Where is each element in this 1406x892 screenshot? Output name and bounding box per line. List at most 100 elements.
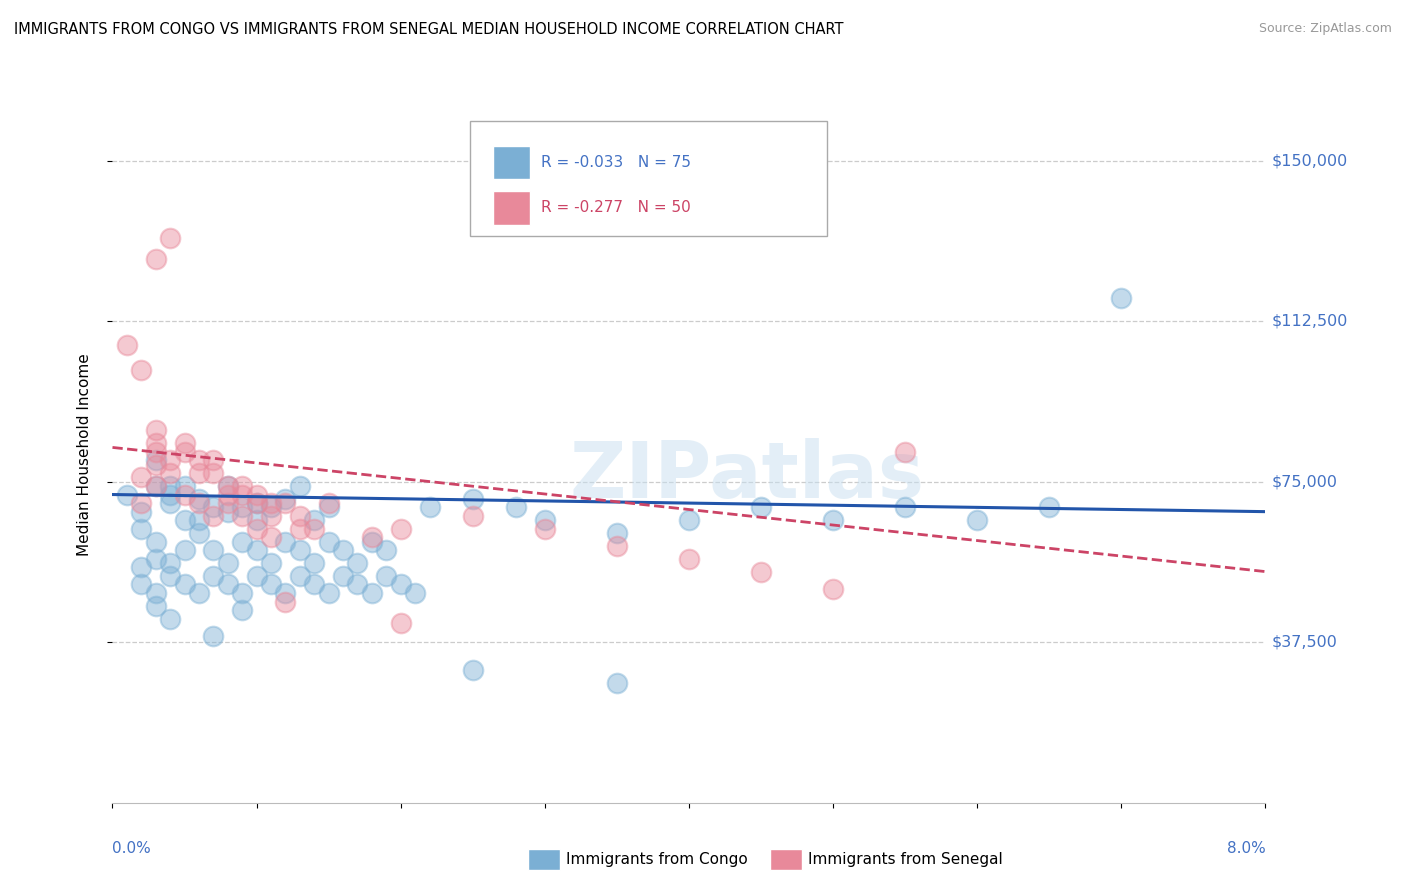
Point (145, 423, 167, 437)
Point (318, 586, 340, 600)
Point (821, 513, 844, 527)
Point (461, 663, 484, 677)
Text: $112,500: $112,500 (1271, 314, 1347, 328)
Point (231, 534, 253, 549)
Point (749, 565, 772, 579)
Point (821, 582, 844, 596)
Point (274, 594, 297, 608)
Point (173, 487, 195, 501)
Bar (769, 849, 801, 871)
Point (894, 444, 917, 458)
Point (231, 603, 253, 617)
Point (260, 508, 283, 523)
Point (606, 539, 628, 553)
Text: 8.0%: 8.0% (1226, 841, 1265, 856)
Point (159, 230, 181, 244)
Point (288, 508, 311, 523)
Point (145, 436, 167, 450)
Point (360, 530, 382, 544)
Point (173, 479, 195, 493)
Point (245, 513, 267, 527)
Point (461, 491, 484, 506)
Point (231, 508, 253, 523)
FancyBboxPatch shape (470, 121, 827, 235)
Point (260, 500, 283, 515)
Text: $75,000: $75,000 (1271, 475, 1337, 489)
Point (145, 453, 167, 467)
Point (304, 522, 326, 536)
Text: ZIPatlas: ZIPatlas (569, 438, 924, 514)
Point (245, 569, 267, 583)
Point (145, 479, 167, 493)
Point (274, 534, 297, 549)
Point (159, 496, 181, 510)
Point (217, 556, 239, 570)
Point (217, 496, 239, 510)
Point (145, 252, 167, 266)
Text: IMMIGRANTS FROM CONGO VS IMMIGRANTS FROM SENEGAL MEDIAN HOUSEHOLD INCOME CORRELA: IMMIGRANTS FROM CONGO VS IMMIGRANTS FROM… (14, 22, 844, 37)
Point (159, 569, 181, 583)
Point (389, 615, 412, 630)
Point (173, 577, 195, 591)
Point (404, 586, 426, 600)
Text: $37,500: $37,500 (1271, 635, 1337, 649)
Point (245, 487, 267, 501)
Point (966, 513, 988, 527)
Bar (527, 849, 560, 871)
Point (231, 487, 253, 501)
Point (274, 496, 297, 510)
Point (188, 453, 211, 467)
Text: $150,000: $150,000 (1271, 153, 1347, 168)
Point (173, 513, 195, 527)
Text: R = -0.277   N = 50: R = -0.277 N = 50 (541, 201, 692, 216)
Point (129, 470, 153, 484)
Point (245, 522, 267, 536)
Point (260, 496, 283, 510)
Point (332, 543, 354, 558)
Point (375, 543, 398, 558)
Point (260, 556, 283, 570)
Point (217, 577, 239, 591)
Point (346, 577, 368, 591)
Point (129, 522, 153, 536)
Point (318, 534, 340, 549)
Point (346, 556, 368, 570)
Point (678, 513, 700, 527)
Point (304, 513, 326, 527)
Point (332, 569, 354, 583)
Point (461, 508, 484, 523)
Point (115, 487, 138, 501)
Point (389, 522, 412, 536)
Point (231, 500, 253, 515)
Text: Immigrants from Senegal: Immigrants from Senegal (807, 853, 1002, 867)
Text: Source: ZipAtlas.com: Source: ZipAtlas.com (1258, 22, 1392, 36)
Point (145, 458, 167, 472)
Point (217, 479, 239, 493)
Point (115, 337, 138, 351)
Text: 0.0%: 0.0% (112, 841, 152, 856)
Point (606, 526, 628, 541)
Y-axis label: Median Household Income: Median Household Income (77, 353, 91, 557)
Point (245, 543, 267, 558)
Point (159, 453, 181, 467)
Point (318, 496, 340, 510)
Point (375, 569, 398, 583)
Point (533, 513, 555, 527)
Point (173, 543, 195, 558)
Point (260, 530, 283, 544)
Point (159, 466, 181, 480)
Point (360, 586, 382, 600)
Point (505, 500, 527, 515)
Point (145, 534, 167, 549)
Point (217, 479, 239, 493)
Point (145, 586, 167, 600)
Text: Immigrants from Congo: Immigrants from Congo (565, 853, 748, 867)
Point (173, 444, 195, 458)
Point (202, 453, 225, 467)
Point (1038, 500, 1060, 515)
Point (129, 505, 153, 519)
Point (245, 496, 267, 510)
Point (145, 551, 167, 566)
Point (202, 500, 225, 515)
Point (389, 577, 412, 591)
